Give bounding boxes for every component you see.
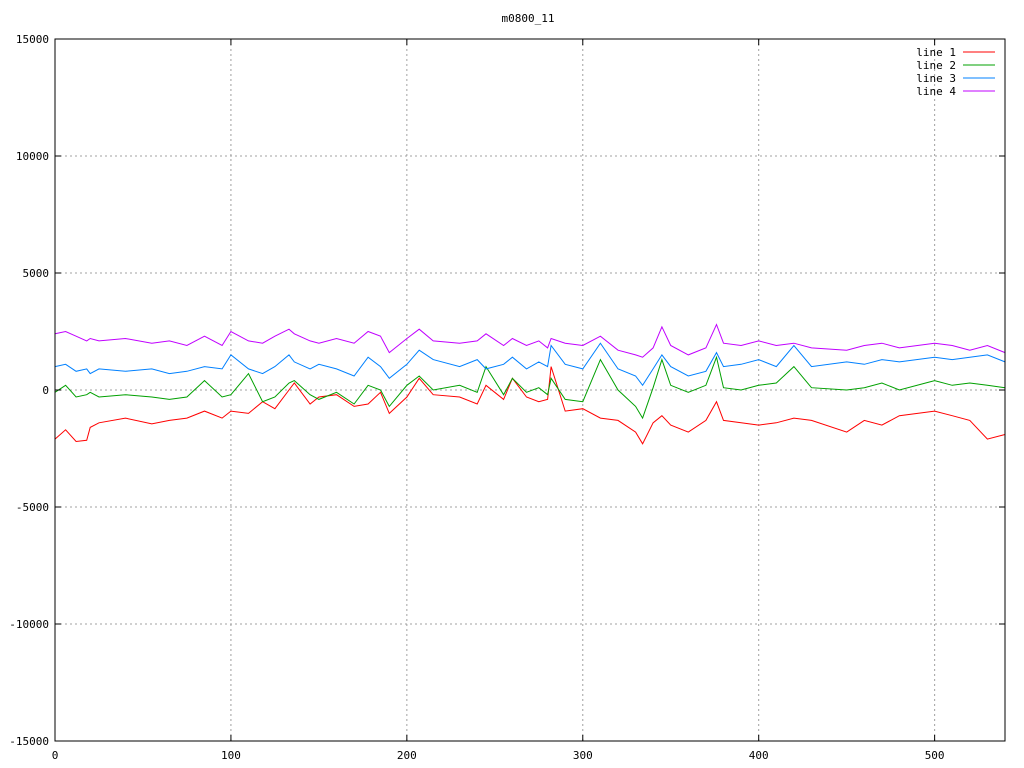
series-line-2 (54, 355, 1006, 420)
x-tick-label: 300 (573, 749, 593, 762)
chart-title: m0800_11 (502, 12, 555, 25)
y-tick-label: 5000 (23, 267, 50, 280)
legend-label: line 1 (916, 46, 956, 59)
legend-label: line 3 (916, 72, 956, 85)
x-tick-label: 200 (397, 749, 417, 762)
series-lines (54, 323, 1006, 445)
series-line-4 (54, 323, 1006, 358)
legend-label: line 2 (916, 59, 956, 72)
y-tick-label: 10000 (16, 150, 49, 163)
legend-label: line 4 (916, 85, 956, 98)
axis-ticks: -15000 -10000 -5000 0 5000 10000 15000 0 100 200 3… (9, 33, 1005, 762)
series-line-3 (54, 342, 1006, 387)
y-tick-label: 0 (42, 384, 49, 397)
series-line-1 (54, 366, 1006, 445)
y-tick-label: -10000 (9, 618, 49, 631)
x-tick-label: 500 (925, 749, 945, 762)
y-tick-label: -5000 (16, 501, 49, 514)
x-tick-label: 400 (749, 749, 769, 762)
x-tick-label: 0 (52, 749, 59, 762)
x-tick-label: 100 (221, 749, 241, 762)
y-tick-label: -15000 (9, 735, 49, 748)
grid-lines (55, 39, 1005, 741)
y-tick-label: 15000 (16, 33, 49, 46)
